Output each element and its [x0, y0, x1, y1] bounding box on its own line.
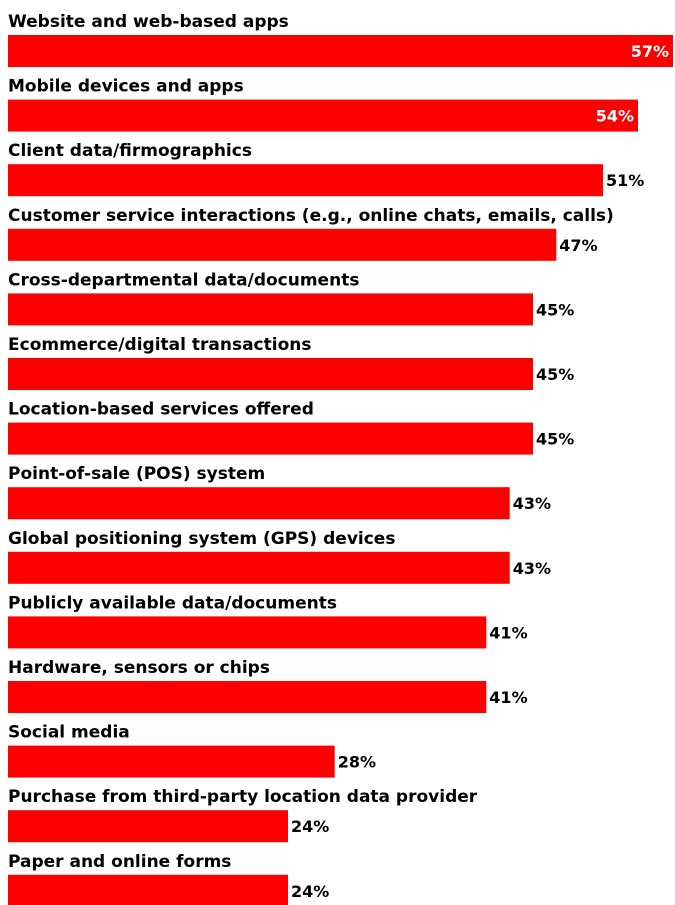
category-label: Location-based services offered [8, 400, 314, 420]
bar [8, 99, 638, 132]
category-label: Client data/firmographics [8, 141, 252, 161]
bar [8, 551, 510, 584]
category-label: Publicly available data/documents [8, 593, 337, 613]
value-label: 24% [291, 817, 329, 836]
value-label: 24% [291, 882, 329, 901]
bar [8, 681, 487, 713]
value-label: 45% [536, 365, 574, 384]
bar [8, 228, 557, 261]
bar [8, 874, 288, 905]
value-label: 28% [338, 753, 376, 772]
category-label: Cross-departmental data/documents [8, 270, 359, 290]
category-label: Website and web-based apps [8, 12, 289, 32]
category-label: Hardware, sensors or chips [8, 658, 270, 678]
bar [8, 358, 533, 390]
value-label: 51% [606, 171, 644, 190]
bar [8, 810, 288, 843]
value-label: 57% [631, 42, 669, 61]
category-label: Customer service interactions (e.g., onl… [8, 206, 614, 226]
category-label: Ecommerce/digital transactions [8, 335, 311, 355]
value-label: 45% [536, 430, 574, 449]
value-label: 45% [536, 300, 574, 319]
bar [8, 293, 533, 326]
value-label: 54% [596, 107, 634, 126]
bar [8, 487, 510, 520]
bar [8, 616, 487, 649]
category-label: Point-of-sale (POS) system [8, 464, 265, 484]
category-label: Mobile devices and apps [8, 77, 244, 97]
bar [8, 422, 533, 455]
value-label: 47% [559, 236, 597, 255]
value-label: 43% [513, 494, 551, 513]
bar [8, 35, 673, 67]
category-label: Global positioning system (GPS) devices [8, 529, 395, 549]
value-label: 43% [513, 559, 551, 578]
value-label: 41% [489, 688, 527, 707]
category-label: Purchase from third-party location data … [8, 787, 478, 807]
value-label: 41% [489, 623, 527, 642]
bar [8, 745, 335, 778]
category-label: Paper and online forms [8, 852, 231, 872]
bar [8, 164, 603, 197]
category-label: Social media [8, 723, 130, 743]
